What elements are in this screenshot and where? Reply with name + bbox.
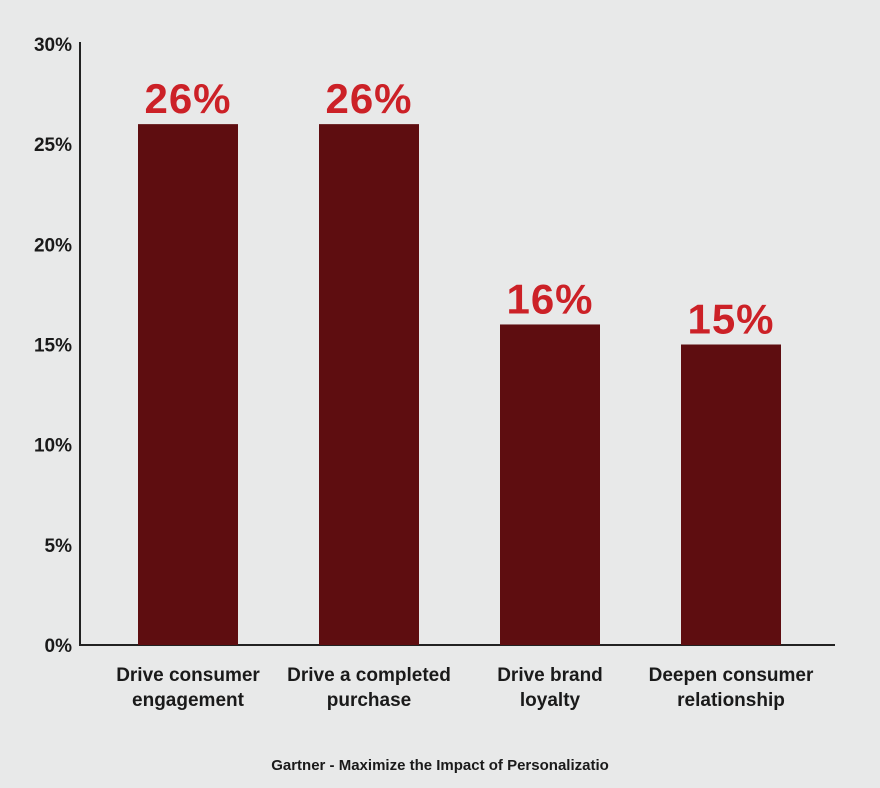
category-label: Deepen consumer <box>649 665 814 686</box>
bar <box>681 344 781 645</box>
y-tick-label: 25% <box>34 135 72 156</box>
bar <box>319 124 419 646</box>
category-label: Drive brand <box>497 665 603 686</box>
y-tick-label: 0% <box>45 636 73 657</box>
category-label: purchase <box>327 690 411 711</box>
bar-value-label: 26% <box>325 75 412 122</box>
category-label: engagement <box>132 690 245 711</box>
y-tick-label: 30% <box>34 35 72 56</box>
y-tick-label: 15% <box>34 336 72 357</box>
category-label: loyalty <box>520 690 581 711</box>
bar-value-label: 16% <box>506 275 593 322</box>
y-tick-label: 5% <box>45 536 73 557</box>
y-tick-label: 20% <box>34 235 72 256</box>
bar <box>138 124 238 646</box>
bar <box>500 324 600 645</box>
source-caption: Gartner - Maximize the Impact of Persona… <box>271 757 609 774</box>
x-axis-labels: Drive consumer engagement Drive a complete… <box>116 665 814 711</box>
data-labels: 26% 26% 16% 15% <box>144 75 774 343</box>
category-label: Drive a completed <box>287 665 451 686</box>
category-label: relationship <box>677 690 785 711</box>
y-tick-label: 10% <box>34 436 72 457</box>
category-label: Drive consumer <box>116 665 260 686</box>
bar-value-label: 26% <box>144 75 231 122</box>
bar-value-label: 15% <box>687 296 774 343</box>
bars <box>138 124 781 646</box>
